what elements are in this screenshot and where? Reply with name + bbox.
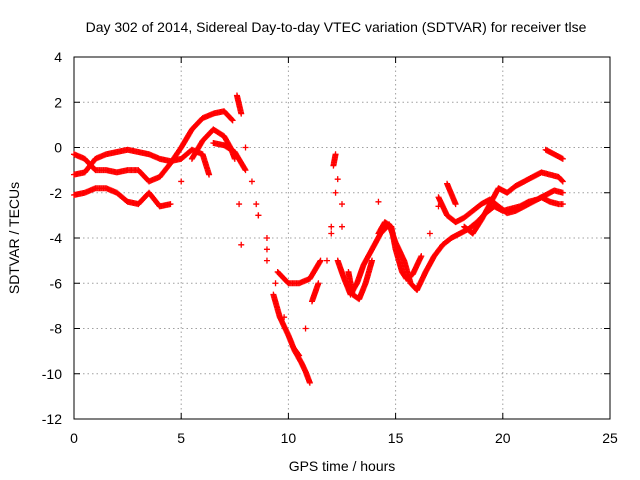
- marks-layer: [71, 92, 566, 386]
- data-point-marker: [339, 201, 345, 208]
- data-point-marker: [328, 223, 335, 230]
- data-point-marker: [332, 151, 339, 158]
- y-tick-label: 4: [54, 49, 62, 65]
- series-track-g: [330, 146, 566, 208]
- x-tick-label: 10: [281, 430, 297, 446]
- data-point-marker: [334, 176, 341, 183]
- series-track-d: [210, 139, 566, 303]
- series-track-a: [71, 92, 313, 386]
- data-point-marker: [236, 201, 243, 208]
- data-point-marker: [426, 230, 433, 237]
- data-point-marker: [317, 257, 324, 264]
- data-point-marker: [167, 201, 174, 208]
- data-point-marker: [328, 230, 335, 237]
- data-point-marker: [558, 177, 565, 184]
- data-point-marker: [418, 253, 425, 260]
- x-tick-label: 0: [70, 430, 78, 446]
- y-axis-label: SDTVAR / TECUs: [6, 182, 22, 294]
- data-point-marker: [228, 116, 235, 123]
- x-tick-label: 20: [495, 430, 511, 446]
- y-tick-label: 0: [54, 140, 62, 156]
- x-tick-label: 25: [602, 430, 618, 446]
- tick-labels: 0 5 10 15 20 25 -12 -10 -8 -6 -4 -2 0 2 4: [42, 49, 618, 446]
- data-point-marker: [263, 257, 270, 264]
- data-point-marker: [323, 257, 330, 264]
- data-point-marker: [238, 241, 245, 248]
- data-point-marker: [315, 280, 322, 287]
- chart-title: Day 302 of 2014, Sidereal Day-to-day VTE…: [86, 19, 587, 35]
- data-point-marker: [229, 117, 236, 124]
- y-tick-label: -10: [42, 366, 62, 382]
- data-point-marker: [339, 223, 345, 230]
- data-point-marker: [306, 379, 313, 386]
- y-tick-label: -8: [50, 321, 63, 337]
- data-point-marker: [375, 198, 382, 205]
- data-point-marker: [206, 171, 213, 178]
- data-point-marker: [255, 212, 262, 219]
- series-track-b: [71, 126, 245, 248]
- data-point-marker: [302, 325, 309, 332]
- x-tick-label: 15: [388, 430, 404, 446]
- data-point-marker: [452, 201, 459, 208]
- data-point-marker: [178, 178, 185, 185]
- data-point-marker: [263, 235, 270, 241]
- y-tick-label: 2: [54, 94, 62, 110]
- x-axis-label: GPS time / hours: [289, 458, 396, 474]
- data-point-marker: [272, 280, 279, 287]
- data-point-marker: [281, 314, 288, 321]
- data-point-marker: [263, 246, 270, 253]
- data-point-marker: [248, 178, 255, 185]
- grid-layer: [74, 57, 610, 419]
- y-tick-label: -6: [50, 275, 63, 291]
- y-tick-label: -12: [42, 411, 62, 427]
- series-track-c: [71, 146, 213, 178]
- y-tick-label: -4: [50, 230, 63, 246]
- data-point-marker: [238, 110, 245, 117]
- data-point-marker: [332, 189, 339, 196]
- data-point-marker: [295, 351, 302, 358]
- y-tick-label: -2: [50, 185, 63, 201]
- data-point-marker: [559, 178, 566, 185]
- plot-frame: [73, 56, 611, 420]
- data-point-marker: [559, 201, 566, 208]
- data-point-marker: [559, 189, 566, 196]
- series-track-e: [255, 187, 566, 359]
- x-tick-label: 5: [177, 430, 185, 446]
- data-point-marker: [242, 144, 249, 151]
- data-point-marker: [253, 201, 260, 208]
- data-point-marker: [369, 257, 376, 264]
- series-track-f: [435, 194, 566, 226]
- data-point-marker: [559, 155, 566, 162]
- data-point-marker: [242, 167, 249, 174]
- data-point-marker: [296, 352, 303, 359]
